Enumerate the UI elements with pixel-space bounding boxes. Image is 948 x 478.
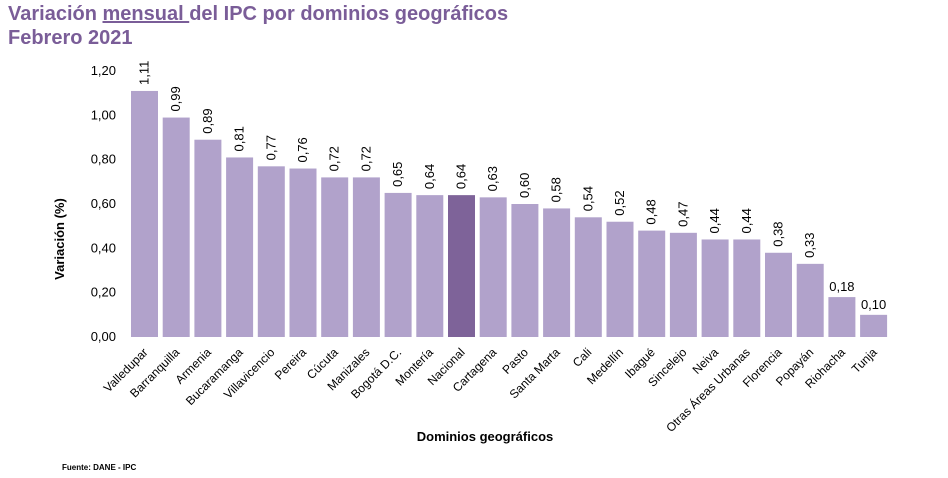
data-label: 0,63 bbox=[485, 166, 500, 191]
data-label: 0,64 bbox=[422, 164, 437, 189]
bar bbox=[321, 177, 349, 337]
y-tick-label: 0,80 bbox=[91, 152, 116, 167]
bar bbox=[765, 252, 792, 337]
x-tick-label: Pereira bbox=[272, 345, 309, 382]
bar bbox=[574, 217, 602, 337]
bars bbox=[131, 90, 888, 337]
data-label: 0,76 bbox=[295, 137, 310, 162]
bar bbox=[289, 168, 317, 337]
data-label: 0,52 bbox=[612, 190, 627, 215]
y-tick-label: 0,00 bbox=[91, 329, 116, 344]
bar bbox=[701, 239, 729, 337]
bar bbox=[352, 177, 380, 337]
y-tick-label: 1,00 bbox=[91, 107, 116, 122]
data-label: 0,60 bbox=[517, 173, 532, 198]
chart-title: Variación mensual del IPC por dominios g… bbox=[8, 2, 508, 50]
data-label: 0,64 bbox=[454, 164, 469, 189]
bar bbox=[479, 197, 507, 337]
bar bbox=[733, 239, 761, 337]
chart-subtitle: Febrero 2021 bbox=[8, 27, 133, 49]
x-axis-labels: ValleduparBarranquillaArmeniaBucaramanga… bbox=[101, 345, 880, 435]
data-label: 0,44 bbox=[707, 208, 722, 233]
bar bbox=[194, 139, 222, 337]
bar bbox=[543, 208, 571, 337]
bar bbox=[162, 117, 190, 337]
title-part-2: del IPC por dominios geográficos bbox=[189, 3, 509, 25]
y-tick-label: 0,40 bbox=[91, 240, 116, 255]
data-label: 0,89 bbox=[200, 108, 215, 133]
bar bbox=[638, 230, 666, 337]
bar bbox=[416, 195, 444, 337]
bar bbox=[606, 221, 634, 337]
bar bbox=[448, 195, 475, 337]
bar bbox=[384, 192, 412, 337]
source-note: Fuente: DANE - IPC bbox=[62, 463, 137, 472]
bar bbox=[257, 166, 285, 337]
data-label: 0,81 bbox=[232, 126, 247, 151]
x-tick-label: Cali bbox=[570, 345, 595, 370]
data-label: 0,72 bbox=[327, 146, 342, 171]
data-label: 0,44 bbox=[739, 208, 754, 233]
data-label: 0,48 bbox=[644, 199, 659, 224]
title-part-1: Variación bbox=[8, 3, 103, 25]
y-tick-label: 0,20 bbox=[91, 285, 116, 300]
data-label: 0,54 bbox=[580, 186, 595, 211]
data-label: 0,58 bbox=[549, 177, 564, 202]
bar bbox=[860, 314, 888, 337]
title-underlined-word: mensual bbox=[102, 3, 190, 25]
data-label: 0,38 bbox=[771, 221, 786, 246]
bar bbox=[511, 204, 539, 337]
data-label: 0,47 bbox=[675, 202, 690, 227]
data-label: 0,72 bbox=[358, 146, 373, 171]
y-axis-title: Variación (%) bbox=[52, 198, 67, 280]
bar bbox=[828, 297, 856, 337]
data-label: 1,11 bbox=[137, 61, 152, 85]
bar bbox=[131, 90, 158, 337]
value-labels: 1,11 0,99 0,89 0,81 0,77 0,76 0,72 0,72 0,65 0,64… bbox=[137, 61, 887, 312]
data-label: 0,77 bbox=[263, 135, 278, 160]
y-axis-ticks: 0,00 0,20 0,40 0,60 0,80 1,00 1,20 bbox=[91, 63, 116, 344]
y-tick-label: 1,20 bbox=[91, 63, 116, 78]
bar bbox=[669, 232, 697, 337]
bar bbox=[226, 157, 254, 337]
bar bbox=[796, 263, 824, 337]
data-label: 0,10 bbox=[861, 297, 886, 312]
x-tick-label: Tunja bbox=[849, 345, 880, 376]
data-label: 0,18 bbox=[829, 279, 854, 294]
y-tick-label: 0,60 bbox=[91, 196, 116, 211]
x-axis-title: Dominios geográficos bbox=[417, 429, 554, 444]
data-label: 0,65 bbox=[390, 162, 405, 187]
data-label: 0,33 bbox=[802, 233, 817, 258]
data-label: 0,99 bbox=[168, 86, 183, 111]
